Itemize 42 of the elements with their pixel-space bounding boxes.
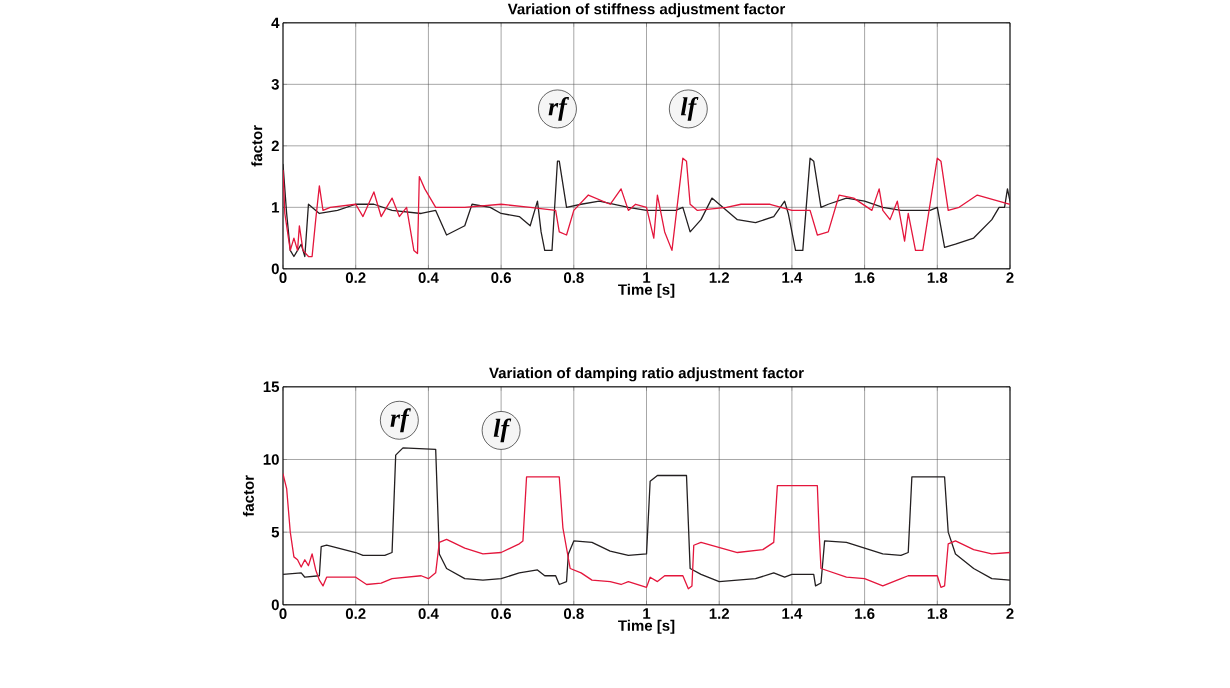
x-tick-label: 1.2	[709, 272, 730, 283]
x-tick-label: 1.6	[855, 272, 875, 284]
y-axis-title: factor	[242, 475, 254, 517]
annotation: lf	[493, 418, 512, 443]
y-tick-label: 2	[271, 140, 279, 152]
x-axis-title: Time [s]	[618, 283, 675, 298]
y-tick-label: 4	[271, 17, 280, 29]
y-tick-label: 3	[271, 79, 279, 90]
annotation: rf	[390, 408, 411, 433]
x-tick-label: 1	[643, 608, 651, 619]
annotation: lf	[680, 97, 699, 121]
y-tick-label: 0	[271, 599, 279, 611]
x-axis-title: Time [s]	[618, 619, 675, 634]
line-series	[283, 447, 1011, 587]
line-series	[283, 157, 1011, 258]
x-tick-label: 0.6	[491, 608, 511, 620]
annotation: rf	[548, 97, 569, 121]
x-tick-label: 1	[643, 272, 651, 283]
x-tick-label: 0.6	[491, 272, 511, 284]
x-tick-label: 0.4	[418, 608, 439, 620]
chart-title: Variation of stiffness adjustment factor	[507, 3, 786, 18]
x-tick-label: 2	[1006, 608, 1014, 619]
x-tick-label: 0.8	[563, 272, 584, 284]
y-axis-title: factor	[251, 125, 263, 167]
x-tick-label: 0.2	[345, 608, 366, 620]
x-tick-label: 2	[1006, 272, 1014, 283]
y-tick-label: 5	[271, 527, 280, 538]
x-tick-label: 0.2	[345, 272, 366, 284]
x-tick-label: 0.4	[418, 272, 439, 284]
chart-title: Variation of damping ratio adjustment factor	[489, 367, 804, 382]
x-tick-label: 1.8	[927, 272, 948, 284]
y-tick-label: 15	[263, 381, 280, 393]
y-tick-label: 10	[263, 454, 279, 465]
y-tick-label: 0	[271, 263, 279, 275]
x-tick-label: 1.4	[782, 608, 803, 619]
x-tick-label: 1.8	[927, 608, 948, 620]
y-tick-label: 1	[272, 202, 280, 213]
x-tick-label: 1.6	[855, 608, 875, 620]
line-series	[283, 473, 1011, 590]
x-tick-label: 0.8	[563, 608, 584, 620]
x-tick-label: 1.4	[782, 272, 803, 283]
x-tick-label: 1.2	[709, 608, 730, 619]
